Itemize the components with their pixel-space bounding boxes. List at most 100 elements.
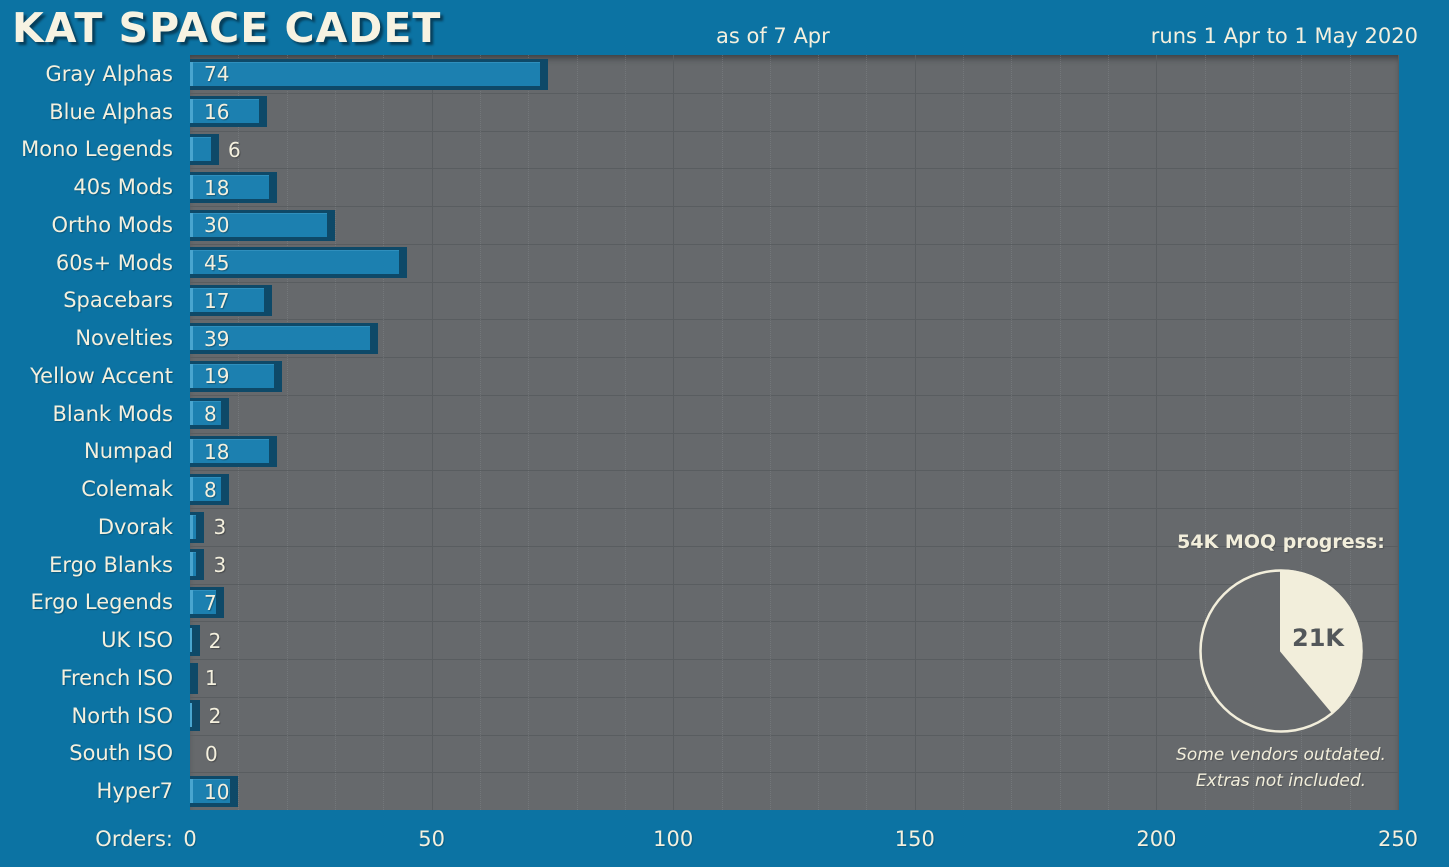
bar-value-label: 10: [204, 779, 230, 804]
category-label: Mono Legends: [21, 137, 173, 162]
pie-footnote: Some vendors outdated. Extras not includ…: [1131, 742, 1431, 794]
bar-value-label: 2: [208, 628, 222, 653]
bar-value-label: 30: [204, 213, 230, 238]
bar: [190, 511, 205, 543]
category-label: Blue Alphas: [49, 99, 173, 124]
h-gridline: [190, 545, 1398, 547]
v-gridline: [238, 55, 240, 810]
pie-slice-value-label: 21K: [1292, 624, 1345, 652]
bar-value-label: 18: [204, 439, 230, 464]
bar-value-label: 7: [204, 590, 217, 615]
bar: [190, 436, 277, 467]
v-gridline: [1156, 55, 1158, 810]
pie-progress-slice: [1280, 569, 1363, 714]
moq-pie-chart: 21K: [1199, 569, 1363, 733]
bar-value-label: 3: [213, 553, 227, 578]
h-gridline: [190, 281, 1398, 283]
bar: [190, 549, 205, 581]
bar-value-label: 18: [204, 175, 230, 200]
h-gridline: [190, 470, 1398, 472]
h-gridline: [190, 621, 1398, 623]
v-gridline: [721, 55, 723, 810]
v-gridline: [1253, 55, 1255, 810]
v-gridline: [528, 55, 530, 810]
v-gridline: [1398, 55, 1399, 810]
v-gridline: [1301, 55, 1303, 810]
bar: [190, 96, 268, 128]
x-tick-label: 0: [183, 827, 197, 851]
x-tick-label: 250: [1377, 827, 1419, 851]
category-label: French ISO: [60, 665, 173, 690]
v-gridline: [334, 55, 336, 810]
h-gridline: [190, 92, 1398, 94]
bar: [190, 58, 548, 90]
h-gridline: [190, 357, 1398, 358]
v-gridline: [624, 55, 626, 810]
bar: [190, 247, 408, 279]
h-gridline: [190, 394, 1398, 396]
category-label: Ergo Blanks: [49, 552, 173, 577]
pie-footnote-line2: Extras not included.: [1195, 771, 1367, 791]
v-gridline: [769, 55, 771, 810]
category-label: Yellow Accent: [30, 363, 173, 388]
bar: [190, 624, 200, 656]
x-tick-label: 100: [653, 827, 694, 851]
bar: [190, 662, 198, 694]
category-label: 60s+ Mods: [55, 250, 173, 275]
h-gridline: [190, 508, 1398, 509]
bar-value-label: 0: [205, 741, 218, 766]
category-label: Ergo Legends: [30, 590, 173, 615]
v-gridline: [1349, 55, 1351, 810]
bar-value-label: 16: [204, 100, 230, 125]
bar: [190, 322, 379, 354]
v-gridline: [1059, 55, 1061, 810]
category-label: South ISO: [69, 741, 173, 766]
category-label: Hyper7: [96, 779, 173, 804]
bar: [190, 171, 277, 203]
category-label: Blank Mods: [52, 401, 174, 426]
v-gridline: [914, 55, 916, 810]
bar-value-label: 2: [208, 704, 222, 729]
h-gridline: [190, 734, 1398, 736]
h-gridline: [190, 206, 1398, 207]
bar: [190, 360, 282, 392]
bar: [190, 134, 219, 165]
bar: [190, 473, 229, 505]
bar-value-label: 74: [204, 62, 230, 87]
category-label: Ortho Mods: [51, 212, 173, 237]
h-gridline: [190, 168, 1398, 170]
h-gridline: [190, 432, 1398, 434]
bar: [190, 285, 273, 316]
bar: [190, 209, 335, 241]
bar-value-label: 19: [204, 364, 230, 389]
category-label: UK ISO: [101, 628, 173, 653]
page-title: KAT SPACE CADET: [12, 4, 442, 52]
category-label: Numpad: [83, 439, 173, 464]
v-gridline: [383, 55, 385, 810]
v-gridline: [576, 55, 578, 810]
bar: [190, 587, 224, 618]
bar-value-label: 39: [204, 326, 230, 351]
category-label: Spacebars: [63, 288, 173, 313]
v-gridline: [1204, 55, 1206, 810]
v-gridline: [818, 55, 820, 810]
category-label: Dvorak: [97, 514, 173, 539]
category-label: Gray Alphas: [45, 61, 173, 86]
as-of-date-label: as of 7 Apr: [716, 24, 830, 48]
category-label: North ISO: [71, 703, 173, 728]
x-tick-label: 50: [418, 827, 445, 851]
bar-value-label: 3: [213, 515, 227, 540]
x-tick-label: 150: [894, 827, 935, 851]
category-label: Colemak: [81, 477, 173, 502]
x-tick-label: 200: [1136, 827, 1177, 851]
x-axis-title: Orders:: [95, 827, 173, 851]
moq-progress-title: 54K MOQ progress:: [1177, 531, 1385, 553]
h-gridline: [190, 130, 1398, 132]
bar-value-label: 6: [227, 137, 241, 162]
h-gridline: [190, 243, 1398, 245]
category-label: Novelties: [75, 326, 173, 351]
v-gridline: [1108, 55, 1110, 810]
bar: [190, 775, 239, 807]
pie-footnote-line1: Some vendors outdated.: [1176, 745, 1386, 765]
